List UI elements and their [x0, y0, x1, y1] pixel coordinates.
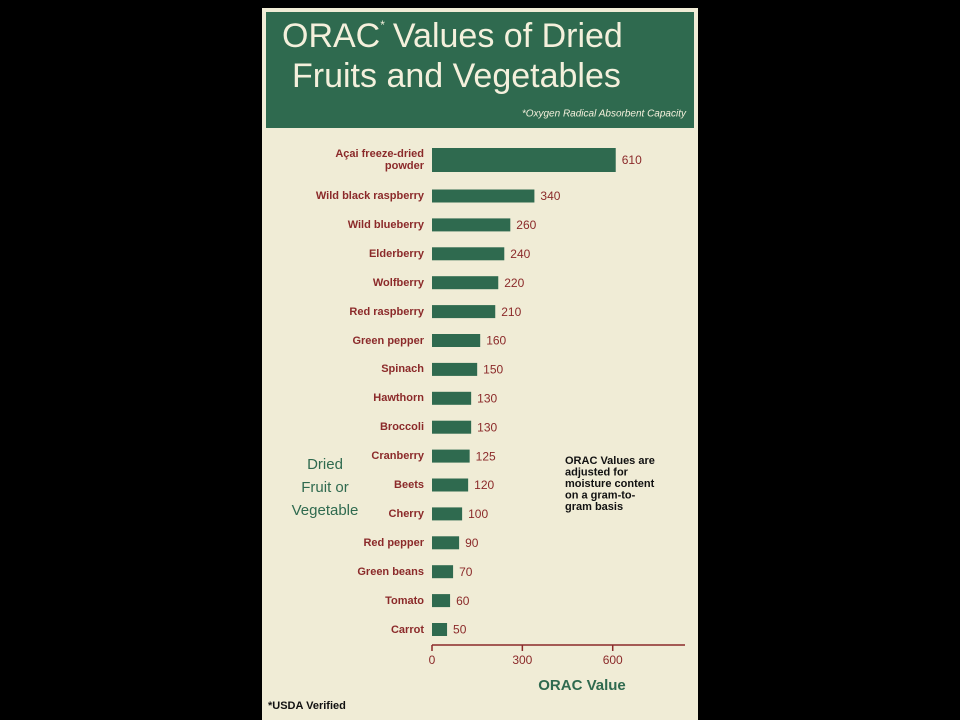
y-tick-label: Red raspberry: [349, 305, 424, 318]
bar: [432, 420, 472, 434]
x-tick-label: 300: [512, 653, 532, 667]
y-tick-label: Cherry: [388, 507, 424, 520]
y-tick-label: Cranberry: [371, 450, 424, 463]
value-label: 120: [474, 478, 494, 492]
header: [266, 12, 694, 128]
subtitle: *Oxygen Radical Absorbent Capacity: [522, 109, 687, 120]
title-part: ORAC: [282, 17, 380, 55]
y-tick-label: Carrot: [390, 623, 424, 636]
bar: [432, 391, 472, 405]
note: adjusted for: [565, 466, 629, 478]
bar: [432, 623, 448, 636]
bar: [432, 305, 496, 319]
bar: [432, 449, 470, 463]
y-tick-label: Wild black raspberry: [315, 190, 424, 202]
value-label: 160: [486, 334, 506, 348]
y-tick-label: Red pepper: [363, 536, 424, 549]
x-axis-label: ORAC Value: [538, 677, 626, 694]
chart-title: ORAC* Values of Dried: [282, 17, 623, 55]
value-label: 150: [483, 363, 503, 377]
value-label: 125: [476, 449, 496, 463]
footnote: *USDA Verified: [268, 700, 346, 712]
bar: [432, 218, 511, 232]
y-tick-label: Wild blueberry: [347, 218, 424, 231]
value-label: 240: [510, 247, 530, 261]
y-tick-label: Açai freeze-dried powder: [335, 148, 424, 172]
x-tick-label: 600: [603, 653, 623, 667]
value-label: 130: [477, 391, 497, 405]
bar: [432, 276, 499, 290]
bar: [432, 478, 469, 492]
bar: [432, 189, 535, 203]
y-axis-label: Vegetable: [292, 502, 359, 519]
bar: [432, 565, 454, 579]
value-label: 220: [504, 276, 524, 290]
value-label: 60: [456, 594, 470, 608]
y-tick-label: Green pepper: [352, 334, 424, 347]
value-label: 210: [501, 305, 521, 319]
y-tick-label: Beets: [394, 479, 424, 491]
bar: [432, 362, 478, 376]
value-label: 340: [540, 189, 560, 203]
y-tick-label: Spinach: [381, 363, 424, 376]
value-label: 130: [477, 420, 497, 434]
y-axis-label: Dried: [307, 456, 343, 473]
y-tick-label: Tomato: [385, 594, 424, 607]
y-tick-label: Wolfberry: [372, 276, 424, 289]
bar: [432, 594, 451, 608]
value-label: 50: [453, 623, 467, 637]
bar: [432, 536, 460, 550]
y-tick-label: Broccoli: [379, 421, 424, 434]
y-tick-label: Elderberry: [368, 247, 424, 260]
value-label: 90: [465, 536, 479, 550]
value-label: 610: [622, 153, 642, 167]
note: ORAC Values are: [565, 455, 655, 467]
note: gram basis: [565, 501, 623, 513]
y-tick-label: Green beans: [357, 565, 424, 578]
value-label: 260: [516, 218, 536, 232]
value-label: 70: [459, 565, 473, 579]
bar: [432, 148, 616, 172]
bar: [432, 507, 463, 521]
y-tick-label: Hawthorn: [373, 392, 424, 405]
bar: [432, 334, 481, 347]
y-axis-label: Fruit or: [301, 479, 349, 496]
chart-title: Fruits and Vegetables: [292, 57, 621, 95]
bar: [432, 247, 505, 261]
title-part: Values of Dried: [393, 17, 623, 55]
note: on a gram-to-: [565, 489, 636, 501]
value-label: 100: [468, 507, 488, 521]
x-tick-label: 0: [429, 653, 436, 667]
title-mark: *: [380, 18, 385, 32]
note: moisture content: [565, 478, 655, 490]
